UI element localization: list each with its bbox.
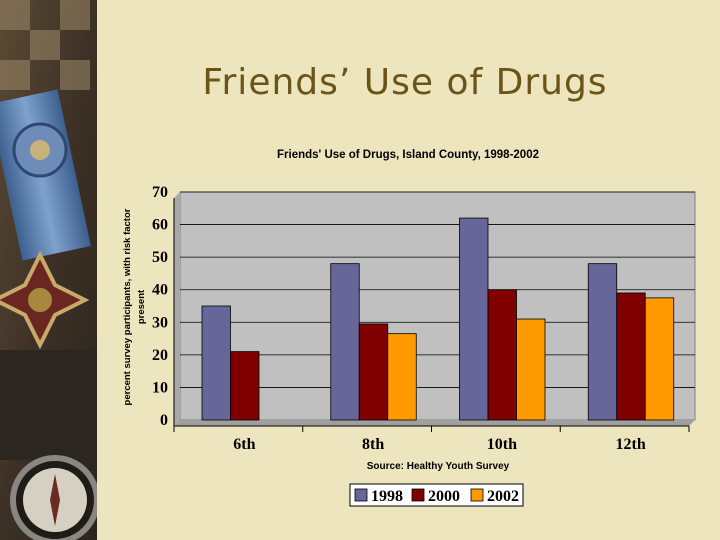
x-tick-label: 12th bbox=[616, 436, 646, 453]
bar-2002-10th bbox=[516, 318, 546, 421]
y-tick-label: 70 bbox=[152, 184, 168, 201]
y-axis-label-line2: present bbox=[136, 289, 147, 324]
x-tick-label: 8th bbox=[362, 436, 384, 453]
chart-source-note: Source: Healthy Youth Survey bbox=[367, 461, 510, 472]
legend-swatch-2002 bbox=[470, 488, 484, 502]
plot-floor bbox=[174, 420, 695, 426]
legend-label: 1998 bbox=[371, 488, 403, 505]
bar-2000-6th bbox=[230, 351, 260, 421]
bar-2002-12th bbox=[644, 297, 675, 421]
legend-swatch-1998 bbox=[354, 488, 368, 502]
y-tick-label: 50 bbox=[152, 249, 168, 266]
x-tick-label: 6th bbox=[233, 436, 255, 453]
chart-title: Friends' Use of Drugs, Island County, 19… bbox=[277, 149, 539, 161]
plot-side-wall bbox=[174, 192, 180, 426]
bar-2000-12th bbox=[616, 292, 646, 421]
y-tick-label: 0 bbox=[160, 412, 168, 429]
bar-1998-12th bbox=[587, 263, 618, 421]
decorative-photo-strip bbox=[0, 0, 97, 540]
slide-title: Friends’ Use of Drugs bbox=[202, 62, 608, 103]
y-tick-label: 10 bbox=[152, 379, 168, 396]
bar-2000-10th bbox=[487, 289, 517, 421]
bar-2000-8th bbox=[358, 323, 389, 421]
y-tick-label: 60 bbox=[152, 217, 168, 234]
x-tick-label: 10th bbox=[487, 436, 517, 453]
bar-2002-8th bbox=[387, 333, 417, 421]
bar-1998-10th bbox=[459, 217, 489, 421]
y-tick-label: 20 bbox=[152, 347, 168, 364]
y-axis-label: percent survey participants, with risk f… bbox=[122, 208, 133, 405]
legend-label: 2002 bbox=[487, 488, 519, 505]
bar-1998-8th bbox=[330, 263, 360, 421]
legend-label: 2000 bbox=[428, 488, 460, 505]
medal-photo-image bbox=[0, 0, 97, 540]
legend-swatch-2000 bbox=[411, 488, 425, 502]
bar-1998-6th bbox=[201, 305, 231, 421]
y-tick-label: 40 bbox=[152, 282, 168, 299]
y-tick-label: 30 bbox=[152, 314, 168, 331]
